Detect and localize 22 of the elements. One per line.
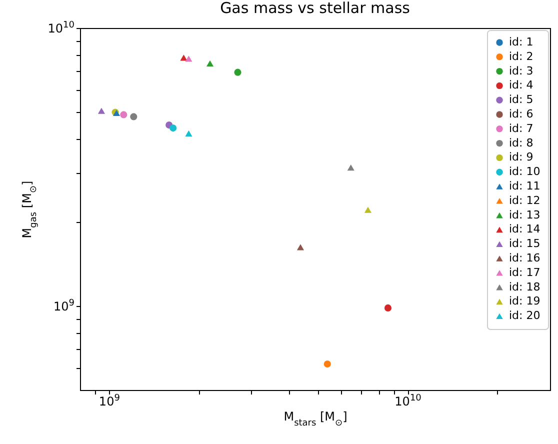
legend-label: id: 9 bbox=[509, 150, 534, 164]
legend-label: id: 12 bbox=[509, 194, 540, 207]
x-axis-title: M$_{stars}$ [M$_{⊙}$] bbox=[284, 410, 348, 428]
legend-label: id: 17 bbox=[509, 266, 540, 279]
legend-label: id: 20 bbox=[509, 309, 540, 322]
legend-label: id: 10 bbox=[509, 165, 540, 178]
legend-label: id: 19 bbox=[509, 294, 540, 308]
legend-label: id: 11 bbox=[509, 180, 540, 192]
legend-label: id: 7 bbox=[509, 122, 534, 135]
legend-label: id: 4 bbox=[509, 78, 534, 92]
legend-label: id: 6 bbox=[509, 108, 534, 120]
legend-label: id: 14 bbox=[509, 222, 540, 236]
legend-label: id: 5 bbox=[509, 93, 534, 106]
legend-label: id: 2 bbox=[509, 50, 534, 63]
legend-label: id: 15 bbox=[509, 237, 540, 250]
legend-label: id: 18 bbox=[509, 280, 540, 294]
legend-label: id: 1 bbox=[509, 36, 534, 48]
legend-label: id: 16 bbox=[509, 252, 540, 264]
legend-label: id: 3 bbox=[509, 64, 534, 78]
legend-label: id: 13 bbox=[509, 208, 540, 222]
chart-title: Gas mass vs stellar mass bbox=[220, 0, 410, 17]
legend-label: id: 8 bbox=[509, 136, 534, 150]
